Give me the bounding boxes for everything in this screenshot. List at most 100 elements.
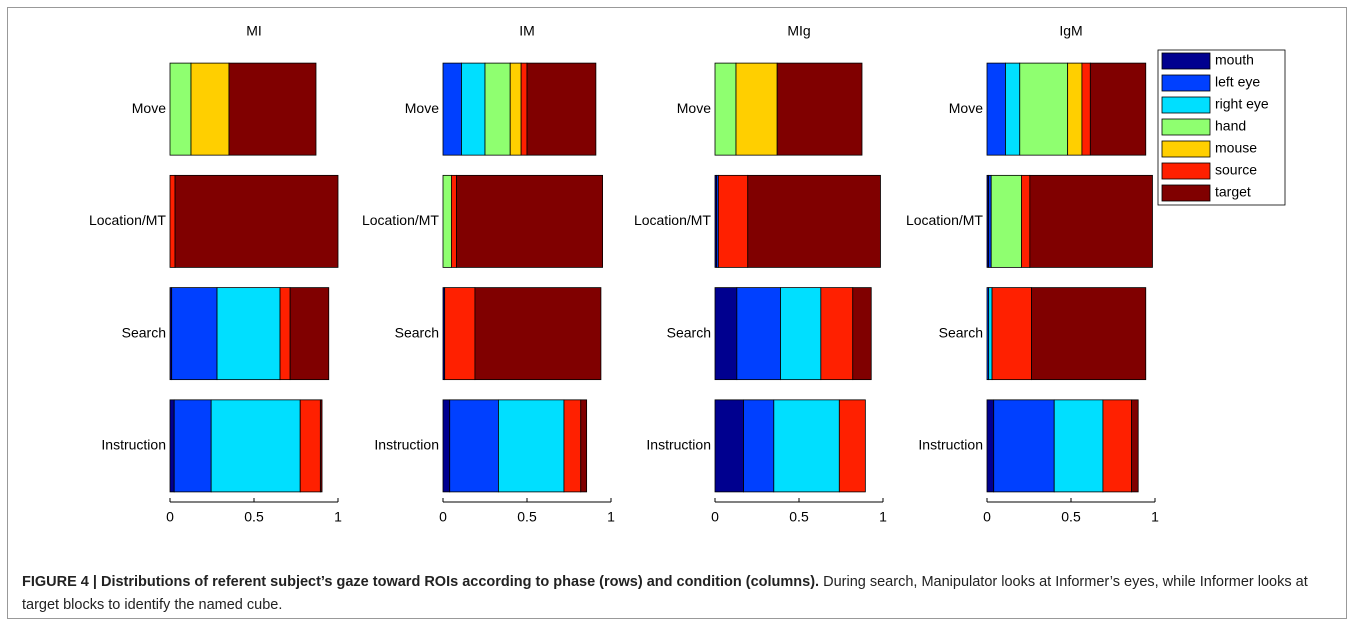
bar-segment: [736, 287, 781, 381]
bar-segment: [190, 62, 230, 156]
bar-segment: [444, 287, 476, 381]
y-tick-label: Instruction: [101, 437, 166, 453]
bar-segment: [1029, 174, 1153, 268]
bar-segment: [171, 287, 218, 381]
y-tick-label: Instruction: [646, 437, 711, 453]
chart-title: IM: [519, 23, 535, 39]
x-tick-label: 0: [711, 509, 719, 525]
bar-segment: [780, 287, 822, 381]
bar-segment: [747, 174, 881, 268]
bar-segment: [484, 62, 511, 156]
legend-label: source: [1215, 162, 1257, 178]
x-tick-label: 0: [166, 509, 174, 525]
caption-text: During search, Manipulator looks at Info…: [22, 574, 1308, 613]
x-tick-label: 0.5: [789, 509, 809, 525]
bar-segment: [174, 174, 339, 268]
figure-frame: [7, 7, 1347, 619]
bar-segment: [1081, 62, 1091, 156]
bar-segment: [442, 62, 462, 156]
bar-segment: [228, 62, 317, 156]
bar-segment: [776, 62, 863, 156]
bar-segment: [461, 62, 486, 156]
y-tick-label: Search: [939, 324, 983, 340]
y-tick-label: Move: [405, 100, 439, 116]
bar-segment: [820, 287, 854, 381]
bar-segment: [580, 399, 588, 493]
bar-segment: [299, 399, 321, 493]
bar-segment: [169, 62, 192, 156]
legend-swatch: [1161, 52, 1211, 70]
legend-label: mouse: [1215, 140, 1257, 156]
bar-segment: [210, 399, 301, 493]
x-tick-label: 0.5: [244, 509, 264, 525]
bar-segment: [442, 174, 452, 268]
bar-segment: [474, 287, 602, 381]
legend-label: mouth: [1215, 52, 1254, 68]
legend-swatch: [1161, 140, 1211, 158]
legend-label: left eye: [1215, 74, 1260, 90]
bar-segment: [1019, 62, 1069, 156]
bar-segment: [498, 399, 565, 493]
bar-segment: [717, 174, 749, 268]
bar-segment: [456, 174, 604, 268]
y-tick-label: Move: [677, 100, 711, 116]
bar-segment: [735, 62, 778, 156]
legend-swatch: [1161, 184, 1211, 202]
y-tick-label: Search: [122, 324, 166, 340]
bar-segment: [990, 174, 1022, 268]
bar-segment: [1021, 174, 1031, 268]
y-tick-label: Location/MT: [362, 212, 439, 228]
bar-segment: [838, 399, 866, 493]
bar-segment: [450, 174, 457, 268]
y-tick-label: Location/MT: [634, 212, 711, 228]
bar-segment: [563, 399, 582, 493]
chart-title: MIg: [787, 23, 810, 39]
bar-segment: [714, 62, 737, 156]
bar-segment: [319, 399, 323, 493]
legend-swatch: [1161, 96, 1211, 114]
legend-swatch: [1161, 74, 1211, 92]
legend-swatch: [1161, 162, 1211, 180]
bar-segment: [520, 62, 528, 156]
bar-segment: [449, 399, 499, 493]
bar-segment: [743, 399, 775, 493]
bar-segment: [1089, 62, 1147, 156]
bar-segment: [526, 62, 597, 156]
caption: FIGURE 4 | Distributions of referent sub…: [22, 571, 1337, 617]
caption-heading: FIGURE 4 | Distributions of referent sub…: [22, 574, 820, 590]
x-tick-label: 1: [879, 509, 887, 525]
bar-segment: [442, 399, 451, 493]
bar-segment: [773, 399, 840, 493]
x-tick-label: 0: [983, 509, 991, 525]
bar-segment: [852, 287, 872, 381]
x-tick-label: 1: [607, 509, 615, 525]
bar-segment: [216, 287, 281, 381]
bar-segment: [173, 399, 212, 493]
y-tick-label: Location/MT: [906, 212, 983, 228]
chart-title: IgM: [1059, 23, 1082, 39]
y-tick-label: Move: [949, 100, 983, 116]
bar-segment: [509, 62, 522, 156]
legend-label: hand: [1215, 118, 1246, 134]
y-tick-label: Search: [667, 324, 711, 340]
x-tick-label: 1: [334, 509, 342, 525]
y-tick-label: Instruction: [374, 437, 439, 453]
bar-segment: [988, 287, 993, 381]
y-tick-label: Instruction: [918, 437, 983, 453]
legend-label: target: [1215, 184, 1251, 200]
chart-title: MI: [246, 23, 262, 39]
bar-segment: [1031, 287, 1147, 381]
bar-segment: [279, 287, 291, 381]
bar-segment: [1102, 399, 1132, 493]
bar-segment: [1053, 399, 1104, 493]
y-tick-label: Search: [395, 324, 439, 340]
x-tick-label: 0: [439, 509, 447, 525]
legend-swatch: [1161, 118, 1211, 136]
bar-segment: [1005, 62, 1021, 156]
x-tick-label: 1: [1151, 509, 1159, 525]
bar-segment: [169, 174, 176, 268]
bar-segment: [986, 62, 1006, 156]
bar-segment: [991, 287, 1032, 381]
y-tick-label: Move: [132, 100, 166, 116]
